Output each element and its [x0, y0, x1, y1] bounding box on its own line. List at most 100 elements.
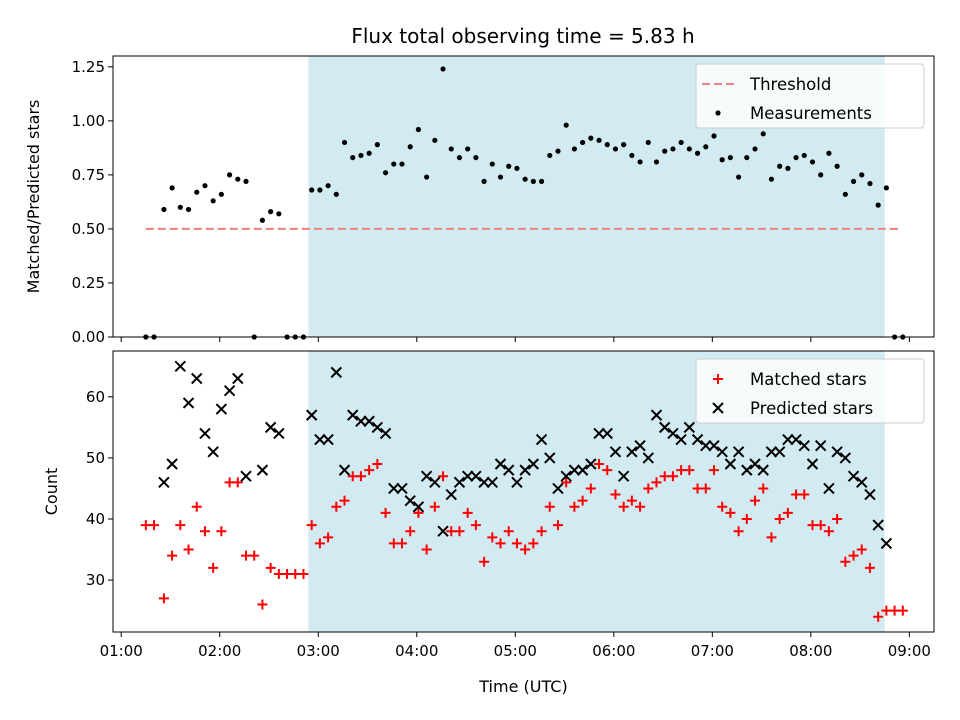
data-point	[273, 427, 285, 440]
data-point	[626, 446, 638, 458]
data-point	[264, 421, 277, 434]
data-point	[847, 470, 860, 482]
data-point	[563, 122, 569, 128]
data-point	[210, 198, 216, 204]
data-point	[683, 421, 696, 434]
y-tick-label: 0.75	[72, 166, 105, 184]
data-point	[415, 126, 422, 133]
data-point	[741, 464, 753, 476]
data-point	[399, 161, 405, 167]
data-point	[276, 211, 282, 217]
data-point	[872, 519, 884, 531]
data-point	[752, 146, 758, 152]
bottom-panel: 30 40 50 60 01:00 02:00 03:00 04:00 05:00 06:00 07…	[42, 350, 935, 696]
x-tick-label: 06:00	[592, 642, 635, 660]
data-point	[864, 562, 875, 573]
data-point	[522, 176, 528, 182]
data-point	[864, 488, 876, 501]
data-point	[576, 464, 589, 476]
data-point	[317, 187, 323, 193]
data-point	[341, 139, 348, 146]
legend-key-x	[712, 402, 724, 414]
y-axis-label: Count	[42, 468, 61, 516]
data-point	[736, 174, 742, 180]
data-point	[691, 433, 704, 446]
data-point	[323, 532, 334, 543]
data-point	[305, 409, 318, 421]
data-point	[675, 433, 687, 446]
data-point	[404, 494, 416, 507]
data-point	[609, 446, 622, 458]
data-point	[571, 146, 578, 152]
y-tick-label: 30	[86, 571, 105, 589]
data-point	[773, 446, 786, 458]
data-point	[429, 501, 440, 512]
data-point	[684, 465, 695, 476]
y-tick-label: 60	[86, 388, 105, 406]
legend-key-plus	[713, 374, 723, 384]
data-point	[215, 403, 228, 415]
data-point	[309, 187, 315, 193]
data-point	[744, 154, 750, 161]
data-point	[552, 520, 563, 531]
data-point	[760, 131, 766, 137]
x-tick-label: 03:00	[297, 642, 340, 660]
data-point	[593, 427, 605, 440]
data-point	[596, 137, 602, 143]
data-point	[177, 204, 183, 210]
data-point	[749, 458, 761, 470]
data-point	[719, 157, 725, 163]
data-point	[552, 482, 564, 495]
data-point	[396, 482, 408, 495]
data-point	[268, 209, 274, 215]
data-point	[218, 191, 224, 197]
data-point	[700, 483, 711, 494]
data-point	[240, 470, 252, 482]
data-point	[629, 152, 635, 159]
data-point	[750, 495, 761, 506]
data-point	[801, 152, 807, 159]
legend-box	[695, 63, 925, 129]
series-predicted-stars	[158, 360, 893, 550]
x-tick-label: 02:00	[198, 642, 241, 660]
data-point	[161, 206, 167, 213]
data-point	[473, 154, 479, 161]
data-point	[637, 159, 643, 165]
data-point	[421, 544, 432, 555]
data-point	[617, 470, 630, 482]
data-point	[169, 185, 175, 191]
plot-frame	[112, 55, 935, 338]
data-point	[839, 452, 852, 464]
data-point	[686, 146, 692, 152]
data-point	[555, 148, 561, 154]
data-point	[708, 465, 719, 476]
data-point	[437, 525, 449, 537]
data-point	[506, 163, 512, 169]
data-point	[511, 538, 522, 549]
data-point	[440, 66, 446, 72]
y-axis-label: Matched/Predicted stars	[24, 100, 43, 294]
legend-label: Predicted stars	[750, 399, 873, 418]
legend-label: Threshold	[749, 75, 831, 94]
data-point	[577, 495, 588, 506]
data-point	[626, 495, 637, 506]
data-point	[785, 165, 791, 171]
data-point	[182, 397, 195, 409]
data-point	[232, 477, 243, 488]
data-point	[880, 537, 893, 550]
data-point	[774, 513, 785, 524]
data-point	[249, 550, 260, 561]
data-point	[757, 464, 769, 476]
data-point	[175, 520, 186, 531]
legend: Matched stars Predicted stars	[695, 358, 925, 424]
data-point	[355, 471, 366, 482]
data-point	[798, 439, 810, 452]
data-point	[256, 464, 269, 476]
data-point	[790, 433, 802, 446]
data-point	[453, 476, 466, 489]
data-point	[208, 562, 219, 573]
data-point	[840, 556, 851, 567]
data-point	[420, 470, 433, 482]
data-point	[528, 538, 539, 549]
y-tick-label: 40	[86, 510, 105, 528]
